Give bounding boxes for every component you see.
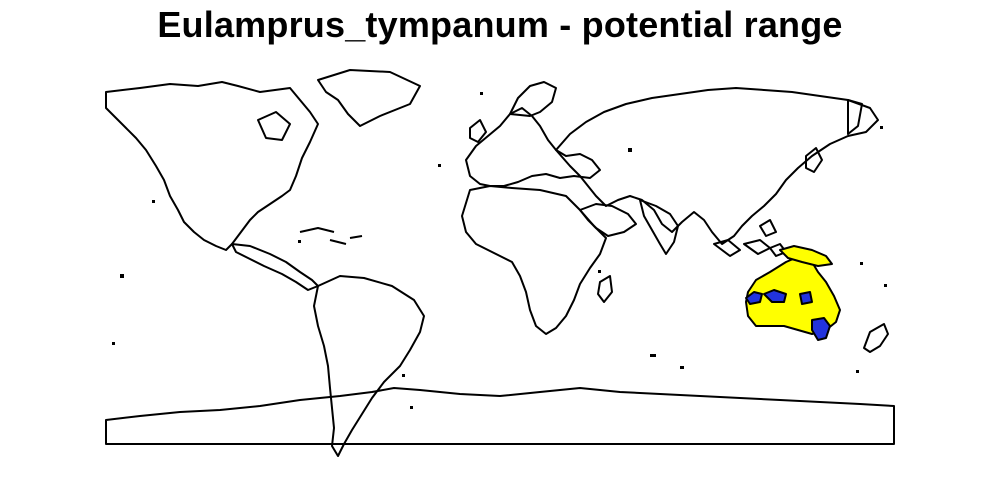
occurrence-area-northwest	[763, 289, 787, 303]
indian-subcontinent	[639, 199, 679, 255]
australia-potential-range	[745, 255, 841, 335]
small-islands	[112, 92, 887, 409]
caribbean-islands	[299, 227, 363, 245]
map-title: Eulamprus_tympanum - potential range	[157, 4, 843, 45]
new-guinea-potential-range	[779, 245, 833, 267]
occurrence-area-central	[799, 291, 813, 305]
occurrence-area-west	[745, 291, 763, 305]
greenland-landmass	[317, 69, 421, 127]
north-america-landmass	[105, 81, 319, 251]
japan-islands	[805, 147, 823, 173]
asia-landmass	[555, 87, 879, 245]
hudson-bay	[257, 111, 291, 141]
new-zealand	[863, 323, 889, 353]
kamchatka	[847, 99, 863, 135]
central-america	[231, 243, 319, 291]
madagascar	[597, 275, 613, 303]
scandinavia	[509, 81, 557, 117]
africa-landmass	[461, 185, 607, 335]
occurrence-area-southeast	[811, 317, 831, 341]
antarctica-landmass	[105, 387, 895, 445]
south-america-landmass	[313, 275, 425, 457]
british-isles	[469, 119, 487, 143]
europe-landmass	[465, 107, 601, 187]
southeast-asia-islands	[713, 219, 787, 257]
arabian-peninsula	[579, 203, 637, 237]
